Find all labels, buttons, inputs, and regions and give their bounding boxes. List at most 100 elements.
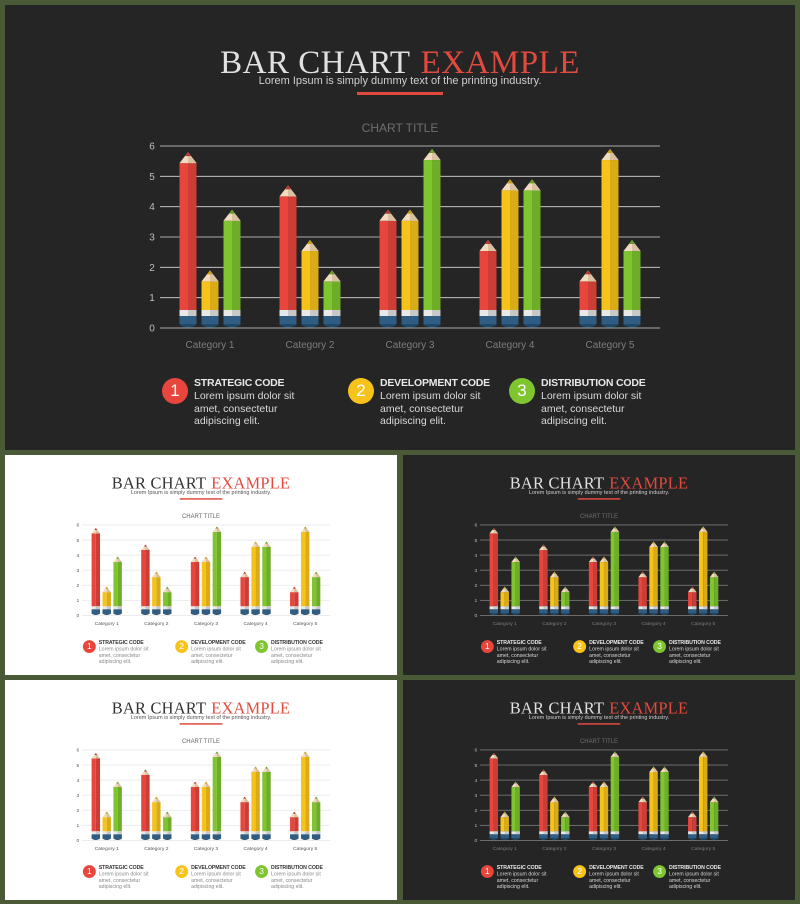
legend-number-badge: 1 (82, 640, 96, 653)
legend-title: DEVELOPMENT CODE (191, 864, 246, 871)
legend-number-badge: 1 (82, 865, 96, 878)
pencil-bar (290, 586, 299, 616)
slide-title: BAR CHART EXAMPLE (403, 475, 795, 493)
pencil-bar (323, 270, 341, 328)
chart-title: CHART TITLE (181, 737, 221, 745)
slide-title-part2: EXAMPLE (211, 699, 291, 718)
pencil-bar (190, 781, 200, 841)
pencil-bar (300, 751, 310, 841)
pencil-bar (709, 796, 719, 841)
pencil-bar (660, 766, 669, 841)
bar-chart: 0 1 2 3 4 5 6 Category 1 Category 2 Category 3 Cat… (77, 523, 331, 627)
pencil-bar (240, 571, 249, 616)
legend-title: DISTRIBUTION CODE (668, 864, 721, 871)
pencil-bar (550, 571, 559, 616)
y-tick-label: 1 (149, 293, 155, 304)
legend-description: Lorem ipsum dolor sit amet, consectetur … (668, 871, 719, 890)
y-tick-label: 6 (149, 142, 155, 153)
pencil-bar (649, 541, 658, 616)
y-tick-label: 3 (77, 568, 80, 574)
slide-title: BAR CHART EXAMPLE (5, 700, 397, 718)
slide-subtitle: Lorem Ipsum is simply dummy text of the … (130, 489, 272, 496)
pencil-bar (201, 556, 211, 616)
pencil-bar (523, 179, 541, 328)
pencil-bar (599, 556, 609, 616)
x-category-label: Category 5 (691, 621, 715, 627)
y-tick-label: 2 (77, 808, 80, 814)
legend-description: Lorem ipsum dolor sit amet, consectetur … (191, 646, 241, 665)
pencil-bar (599, 781, 609, 841)
y-tick-label: 6 (475, 748, 478, 754)
pencil-bar (550, 796, 559, 841)
pencil-bar (251, 541, 260, 616)
pencil-bar (141, 769, 150, 841)
legend-title: DEVELOPMENT CODE (380, 377, 490, 389)
pencil-bar (152, 571, 161, 616)
pencil-bar (240, 796, 249, 841)
slide-title-part2: EXAMPLE (609, 474, 689, 493)
bar-chart: 0 1 2 3 4 5 6 Category 1 Category 2 Category 3 Cat… (77, 748, 331, 852)
x-category-label: Category 5 (586, 340, 635, 351)
legend-title: STRATEGIC CODE (194, 377, 285, 389)
y-tick-label: 0 (475, 613, 478, 619)
thumbnail-slide[interactable]: BAR CHART EXAMPLE Lorem Ipsum is simply du… (403, 455, 795, 675)
legend-number-badge: 2 (175, 640, 189, 653)
legend-description: Lorem ipsum dolor sit amet, consectetur … (589, 646, 639, 665)
legend-number-badge: 3 (653, 865, 666, 878)
pencil-bar (511, 781, 520, 841)
thumbnail-slide[interactable]: BAR CHART EXAMPLE Lorem Ipsum is simply du… (5, 455, 397, 675)
pencil-bar (610, 526, 620, 616)
pencil-bar (709, 571, 719, 616)
pencil-bar (102, 811, 111, 841)
legend-number-badge: 3 (255, 640, 268, 653)
legend-number-badge: 3 (653, 640, 666, 653)
pencil-bar (311, 571, 321, 616)
slide-subtitle: Lorem Ipsum is simply dummy text of the … (258, 75, 542, 87)
pencil-bar (561, 586, 570, 616)
y-tick-label: 1 (77, 598, 80, 604)
thumbnail-slide[interactable]: BAR CHART EXAMPLE Lorem Ipsum is simply du… (5, 680, 397, 900)
pencil-bar (311, 796, 321, 841)
legend-description: Lorem ipsum dolor sit amet, consectetur … (270, 646, 321, 665)
slide-title: BAR CHART EXAMPLE (5, 45, 795, 82)
bar-chart: 0 1 2 3 4 5 6 Category 1 Category 2 Category 3 Cat… (149, 142, 660, 351)
x-category-label: Category 5 (293, 846, 317, 852)
legend-description: Lorem ipsum dolor sit amet, consectetur … (380, 390, 481, 427)
pencil-bar (579, 270, 597, 328)
pencil-bar (501, 179, 519, 328)
legend-description: Lorem ipsum dolor sit amet, consectetur … (589, 871, 639, 890)
x-category-label: Category 2 (286, 340, 335, 351)
y-tick-label: 6 (475, 523, 478, 529)
legend-description: Lorem ipsum dolor sit amet, consectetur … (668, 646, 719, 665)
pencil-bar (610, 751, 620, 841)
y-tick-label: 5 (475, 538, 478, 544)
slide-subtitle: Lorem Ipsum is simply dummy text of the … (130, 714, 272, 721)
legend-title: DEVELOPMENT CODE (589, 864, 644, 871)
legend-title: DEVELOPMENT CODE (191, 639, 246, 646)
y-tick-label: 0 (149, 324, 155, 335)
y-tick-label: 2 (475, 808, 478, 814)
legend-number-badge: 2 (348, 378, 374, 404)
y-tick-label: 0 (77, 613, 80, 619)
pencil-bar (102, 586, 111, 616)
legend-number-badge: 1 (480, 865, 494, 878)
pencil-bar (561, 811, 570, 841)
legend-description: Lorem ipsum dolor sit amet, consectetur … (541, 390, 642, 427)
title-underline (577, 498, 621, 500)
y-tick-label: 4 (149, 202, 155, 213)
legend-title: STRATEGIC CODE (496, 639, 542, 646)
legend-number-badge: 2 (573, 640, 587, 653)
legend-number-badge: 2 (573, 865, 587, 878)
main-slide: BAR CHART EXAMPLE Lorem Ipsum is simply du… (5, 5, 795, 450)
thumbnail-slide[interactable]: BAR CHART EXAMPLE Lorem Ipsum is simply du… (403, 680, 795, 900)
pencil-bar (290, 811, 299, 841)
legend-title: STRATEGIC CODE (496, 864, 542, 871)
pencil-bar (638, 571, 647, 616)
y-tick-label: 0 (77, 838, 80, 844)
pencil-bar (588, 781, 598, 841)
legend-number-badge: 3 (255, 865, 268, 878)
slide-title: BAR CHART EXAMPLE (403, 700, 795, 718)
y-tick-label: 4 (475, 778, 478, 784)
chart-title: CHART TITLE (579, 512, 619, 520)
pencil-bar (649, 766, 658, 841)
